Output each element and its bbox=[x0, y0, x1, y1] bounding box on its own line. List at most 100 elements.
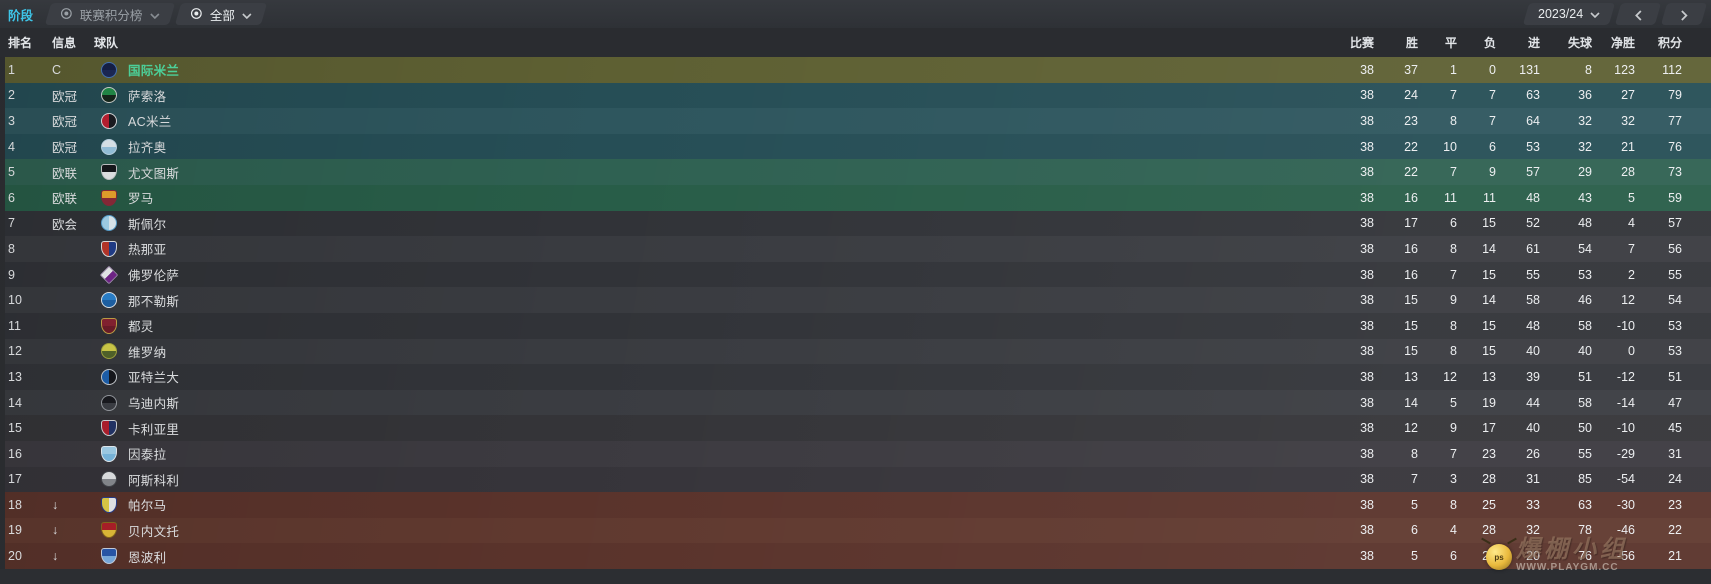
pts-cell: 21 bbox=[1668, 549, 1682, 564]
played-cell: 38 bbox=[1360, 446, 1374, 461]
gd-cell: -29 bbox=[1616, 446, 1635, 461]
drawn-cell: 7 bbox=[1450, 88, 1457, 103]
filter-selector-dropdown[interactable]: 全部 bbox=[174, 3, 267, 25]
table-row[interactable]: 12 维罗纳 38 15 8 15 40 40 0 53 bbox=[5, 338, 1711, 365]
played-cell: 38 bbox=[1360, 62, 1374, 77]
ga-cell: 50 bbox=[1578, 421, 1592, 436]
team-badge-icon bbox=[101, 522, 117, 539]
team-name[interactable]: 卡利亚里 bbox=[128, 422, 180, 437]
team-name[interactable]: 国际米兰 bbox=[128, 64, 180, 79]
info-cell: 欧会 bbox=[52, 217, 78, 232]
team-badge-icon bbox=[101, 138, 117, 155]
team-name[interactable]: 都灵 bbox=[128, 320, 154, 335]
gf-cell: 61 bbox=[1526, 241, 1540, 256]
team-name[interactable]: 尤文图斯 bbox=[128, 166, 180, 181]
lost-cell: 7 bbox=[1489, 113, 1496, 128]
rank-cell: 2 bbox=[8, 88, 15, 103]
table-row[interactable]: 18 ↓ 帕尔马 38 5 8 25 33 63 -30 23 bbox=[5, 492, 1711, 518]
pts-cell: 77 bbox=[1668, 113, 1682, 128]
next-season-button[interactable] bbox=[1660, 3, 1708, 25]
season-selector-dropdown[interactable]: 2023/24 bbox=[1522, 3, 1616, 25]
won-cell: 16 bbox=[1404, 241, 1418, 256]
column-header-team[interactable]: 球队 bbox=[94, 36, 119, 50]
ga-cell: 85 bbox=[1578, 472, 1592, 487]
gd-cell: -30 bbox=[1616, 497, 1635, 512]
table-row[interactable]: 2 欧冠 萨索洛 38 24 7 7 63 36 27 79 bbox=[5, 82, 1711, 109]
column-header-pts[interactable]: 积分 bbox=[1657, 36, 1682, 50]
column-header-ga[interactable]: 失球 bbox=[1567, 36, 1592, 50]
won-cell: 22 bbox=[1404, 165, 1418, 180]
table-row[interactable]: 17 阿斯科利 38 7 3 28 31 85 -54 24 bbox=[5, 466, 1711, 493]
gd-cell: -12 bbox=[1616, 369, 1635, 384]
won-cell: 17 bbox=[1404, 216, 1418, 231]
won-cell: 24 bbox=[1404, 88, 1418, 103]
team-name[interactable]: 乌迪内斯 bbox=[128, 397, 180, 412]
lost-cell: 6 bbox=[1489, 139, 1496, 154]
table-row[interactable]: 16 因泰拉 38 8 7 23 26 55 -29 31 bbox=[5, 440, 1711, 467]
stage-label: 阶段 bbox=[8, 8, 34, 23]
rank-cell: 5 bbox=[8, 165, 15, 180]
table-body: 1 C 国际米兰 38 37 1 0 131 8 123 112 2 欧冠 萨索… bbox=[0, 57, 1711, 569]
column-header-info[interactable]: 信息 bbox=[52, 36, 77, 50]
team-name[interactable]: 帕尔马 bbox=[128, 499, 167, 514]
team-name[interactable]: 罗马 bbox=[128, 192, 154, 207]
previous-season-button[interactable] bbox=[1614, 3, 1662, 25]
team-name[interactable]: 维罗纳 bbox=[128, 345, 167, 360]
team-name[interactable]: 拉齐奥 bbox=[128, 141, 167, 156]
rank-cell: 10 bbox=[8, 293, 22, 308]
view-selector-dropdown[interactable]: 联赛积分榜 bbox=[44, 3, 175, 25]
team-name[interactable]: 因泰拉 bbox=[128, 448, 167, 463]
table-row[interactable]: 15 卡利亚里 38 12 9 17 40 50 -10 45 bbox=[5, 415, 1711, 441]
column-header-rank[interactable]: 排名 bbox=[8, 36, 33, 50]
team-name[interactable]: 热那亚 bbox=[128, 243, 167, 258]
team-name[interactable]: 恩波利 bbox=[128, 550, 167, 565]
table-row[interactable]: 10 那不勒斯 38 15 9 14 58 46 12 54 bbox=[5, 287, 1711, 313]
footer-strip bbox=[0, 568, 1711, 584]
table-row[interactable]: 11 都灵 38 15 8 15 48 58 -10 53 bbox=[5, 312, 1711, 339]
team-name[interactable]: 阿斯科利 bbox=[128, 473, 180, 488]
column-header-won[interactable]: 胜 bbox=[1405, 36, 1418, 50]
team-name[interactable]: 斯佩尔 bbox=[128, 217, 167, 232]
played-cell: 38 bbox=[1360, 88, 1374, 103]
info-cell: 欧联 bbox=[52, 192, 78, 207]
played-cell: 38 bbox=[1360, 318, 1374, 333]
column-header-gd[interactable]: 净胜 bbox=[1610, 36, 1635, 50]
table-row[interactable]: 13 亚特兰大 38 13 12 13 39 51 -12 51 bbox=[5, 364, 1711, 390]
team-name[interactable]: 贝内文托 bbox=[128, 524, 180, 539]
gd-cell: -54 bbox=[1616, 472, 1635, 487]
rank-cell: 13 bbox=[8, 369, 22, 384]
table-row[interactable]: 1 C 国际米兰 38 37 1 0 131 8 123 112 bbox=[5, 57, 1711, 83]
gd-cell: 0 bbox=[1628, 344, 1635, 359]
gf-cell: 57 bbox=[1526, 165, 1540, 180]
played-cell: 38 bbox=[1360, 190, 1374, 205]
table-row[interactable]: 9 佛罗伦萨 38 16 7 15 55 53 2 55 bbox=[5, 261, 1711, 288]
column-header-gf[interactable]: 进 bbox=[1527, 36, 1540, 50]
won-cell: 37 bbox=[1404, 62, 1418, 77]
gf-cell: 26 bbox=[1526, 446, 1540, 461]
table-row[interactable]: 19 ↓ 贝内文托 38 6 4 28 32 78 -46 22 bbox=[5, 517, 1711, 544]
filter-selector-label: 全部 bbox=[209, 8, 235, 23]
table-row[interactable]: 7 欧会 斯佩尔 38 17 6 15 52 48 4 57 bbox=[5, 210, 1711, 237]
column-header-drawn[interactable]: 平 bbox=[1444, 36, 1457, 50]
ga-cell: 63 bbox=[1578, 497, 1592, 512]
ga-cell: 55 bbox=[1578, 446, 1592, 461]
table-row[interactable]: 6 欧联 罗马 38 16 11 11 48 43 5 59 bbox=[5, 184, 1711, 211]
team-name[interactable]: 亚特兰大 bbox=[128, 371, 180, 386]
table-row[interactable]: 8 热那亚 38 16 8 14 61 54 7 56 bbox=[5, 236, 1711, 262]
rank-cell: 1 bbox=[8, 62, 15, 77]
team-badge-icon bbox=[101, 496, 117, 513]
team-name[interactable]: 萨索洛 bbox=[128, 89, 167, 104]
column-header-lost[interactable]: 负 bbox=[1483, 36, 1496, 50]
table-row[interactable]: 14 乌迪内斯 38 14 5 19 44 58 -14 47 bbox=[5, 389, 1711, 416]
drawn-cell: 5 bbox=[1450, 395, 1457, 410]
team-name[interactable]: AC米兰 bbox=[128, 115, 172, 130]
table-row[interactable]: 20 ↓ 恩波利 38 5 6 27 20 76 -56 21 bbox=[5, 543, 1711, 569]
team-name[interactable]: 佛罗伦萨 bbox=[128, 269, 180, 284]
table-row[interactable]: 4 欧冠 拉齐奥 38 22 10 6 53 32 21 76 bbox=[5, 133, 1711, 160]
column-header-played[interactable]: 比赛 bbox=[1349, 36, 1374, 50]
rank-cell: 12 bbox=[8, 344, 22, 359]
team-name[interactable]: 那不勒斯 bbox=[128, 294, 180, 309]
table-row[interactable]: 3 欧冠 AC米兰 38 23 8 7 64 32 32 77 bbox=[5, 108, 1711, 134]
table-row[interactable]: 5 欧联 尤文图斯 38 22 7 9 57 29 28 73 bbox=[5, 159, 1711, 185]
